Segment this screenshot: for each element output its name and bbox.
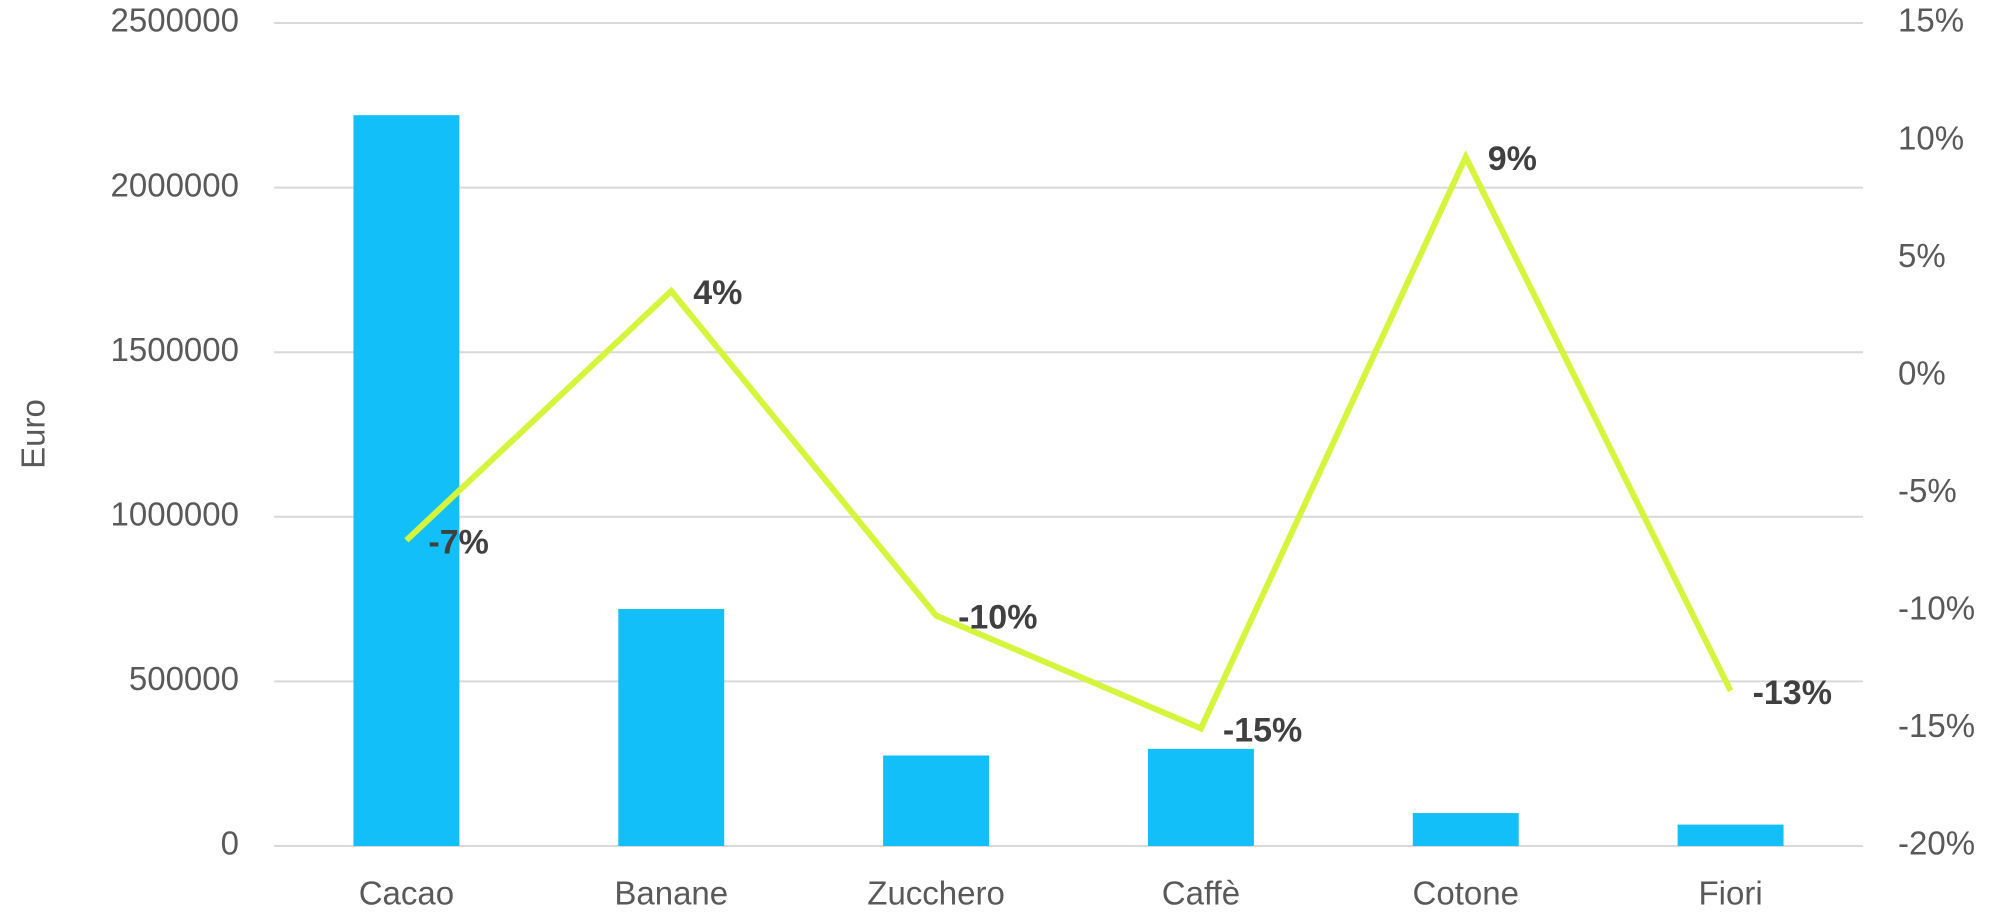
y-tick-label: 1500000 xyxy=(111,331,239,368)
x-tick-label: Banane xyxy=(614,875,728,912)
data-label: 4% xyxy=(693,274,742,312)
y2-tick-label: -15% xyxy=(1898,707,1975,744)
bar xyxy=(1412,813,1519,846)
y2-tick-label: -5% xyxy=(1898,472,1957,509)
x-tick-label: Caffè xyxy=(1162,875,1240,912)
y-axis-label: Euro xyxy=(15,399,52,469)
y-tick-label: 0 xyxy=(221,825,239,862)
bar xyxy=(353,115,460,846)
data-label: -13% xyxy=(1753,674,1832,712)
bar xyxy=(883,755,990,846)
y-tick-label: 2500000 xyxy=(111,2,239,39)
y-tick-label: 500000 xyxy=(129,660,239,697)
y2-tick-label: -20% xyxy=(1898,825,1975,862)
x-tick-label: Cacao xyxy=(359,875,454,912)
bar xyxy=(1677,824,1784,846)
y2-tick-label: -10% xyxy=(1898,590,1975,627)
data-label: -15% xyxy=(1223,711,1302,749)
x-tick-label: Cotone xyxy=(1413,875,1519,912)
data-label: -7% xyxy=(428,523,488,561)
y2-tick-label: 15% xyxy=(1898,2,1964,39)
y-tick-label: 1000000 xyxy=(111,496,239,533)
x-tick-label: Fiori xyxy=(1698,875,1762,912)
bar xyxy=(618,608,725,846)
line xyxy=(404,150,1734,733)
bar xyxy=(1147,748,1254,846)
data-label: -10% xyxy=(958,599,1037,637)
data-label: 9% xyxy=(1488,140,1537,178)
y2-tick-label: 5% xyxy=(1898,237,1946,274)
x-tick-label: Zucchero xyxy=(867,875,1005,912)
y2-tick-label: 0% xyxy=(1898,354,1946,391)
y-tick-label: 2000000 xyxy=(111,166,239,203)
y2-tick-label: 10% xyxy=(1898,119,1964,156)
